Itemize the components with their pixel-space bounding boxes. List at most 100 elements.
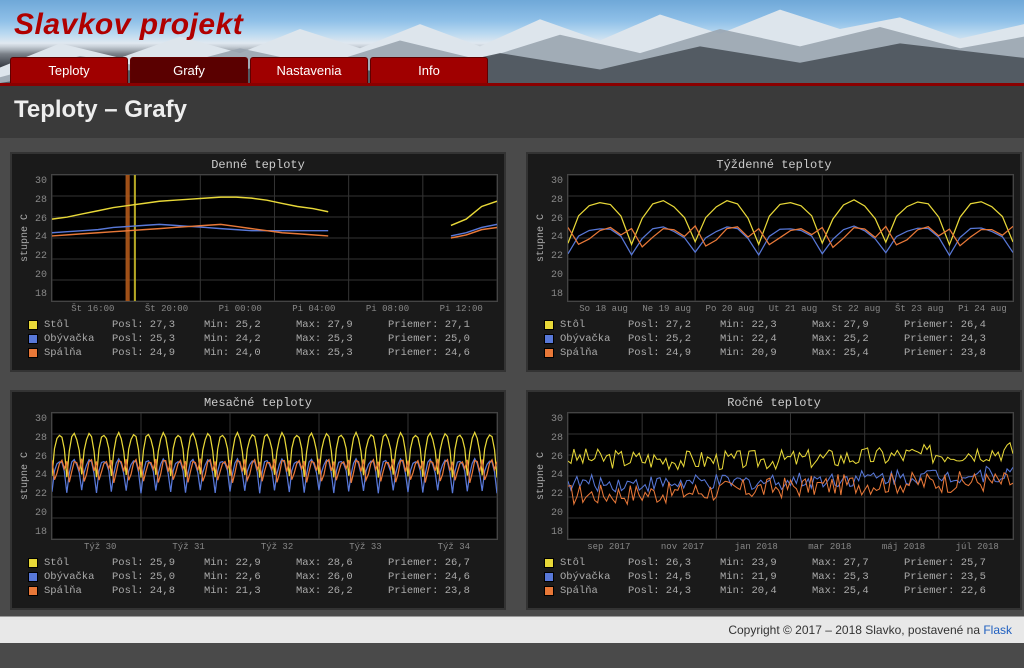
plot-area [51,174,498,302]
legend-row-spalna: Spálňa Posl: 24,8 Min: 21,3 Max: 26,2 Pr… [28,584,498,598]
stat-min: Min: 24,2 [204,332,290,346]
chart-monthly: Mesačné teploty stupne C 30282624222018 … [10,390,506,610]
swatch-obyvacka [544,334,554,344]
stat-max: Max: 25,4 [812,346,898,360]
legend-label: Spálňa [560,346,622,360]
legend: Stôl Posl: 26,3 Min: 23,9 Max: 27,7 Prie… [544,556,1014,599]
legend-row-spalna: Spálňa Posl: 24,9 Min: 20,9 Max: 25,4 Pr… [544,346,1014,360]
stat-posl: Posl: 24,9 [112,346,198,360]
legend-label: Obývačka [44,332,106,346]
swatch-obyvacka [28,572,38,582]
swatch-spalna [28,348,38,358]
charts-grid: Denné teploty stupne C 30282624222018 Št… [0,138,1024,616]
stat-posl: Posl: 27,2 [628,318,714,332]
stat-min: Min: 25,2 [204,318,290,332]
stat-priemer: Priemer: 24,3 [904,332,1014,346]
legend: Stôl Posl: 25,9 Min: 22,9 Max: 28,6 Prie… [28,556,498,599]
swatch-stol [544,558,554,568]
legend-label: Stôl [560,318,622,332]
legend-label: Obývačka [44,570,106,584]
legend-row-stol: Stôl Posl: 26,3 Min: 23,9 Max: 27,7 Prie… [544,556,1014,570]
stat-posl: Posl: 25,0 [112,570,198,584]
stat-priemer: Priemer: 26,7 [388,556,498,570]
stat-posl: Posl: 25,2 [628,332,714,346]
x-axis-ticks: So 18 augNe 19 augPo 20 augUt 21 augSt 2… [572,304,1014,314]
swatch-obyvacka [544,572,554,582]
swatch-stol [544,320,554,330]
y-axis-ticks: 30282624222018 [33,174,51,302]
stat-max: Max: 27,9 [296,318,382,332]
stat-min: Min: 22,6 [204,570,290,584]
page-title: Teploty – Grafy [14,96,1010,124]
swatch-stol [28,320,38,330]
chart-weekly: Týždenné teploty stupne C 30282624222018… [526,152,1022,372]
stat-posl: Posl: 25,9 [112,556,198,570]
x-axis-ticks: Št 16:00Št 20:00Pi 00:00Pi 04:00Pi 08:00… [56,304,498,314]
tab-teploty[interactable]: Teploty [10,57,128,83]
stat-posl: Posl: 25,3 [112,332,198,346]
tab-grafy[interactable]: Grafy [130,57,248,83]
legend-row-obyvacka: Obývačka Posl: 25,3 Min: 24,2 Max: 25,3 … [28,332,498,346]
legend-row-spalna: Spálňa Posl: 24,3 Min: 20,4 Max: 25,4 Pr… [544,584,1014,598]
stat-max: Max: 25,3 [296,346,382,360]
tab-nastavenia[interactable]: Nastavenia [250,57,368,83]
stat-max: Max: 28,6 [296,556,382,570]
footer-link[interactable]: Flask [983,623,1012,637]
swatch-spalna [28,586,38,596]
legend-row-spalna: Spálňa Posl: 24,9 Min: 24,0 Max: 25,3 Pr… [28,346,498,360]
stat-priemer: Priemer: 25,0 [388,332,498,346]
header-banner: Slavkov projekt TeplotyGrafyNastaveniaIn… [0,0,1024,86]
y-axis-label: stupne C [18,412,33,540]
nav-tabs: TeplotyGrafyNastaveniaInfo [10,57,488,83]
footer: Copyright © 2017 – 2018 Slavko, postaven… [0,616,1024,643]
x-axis-ticks: Týž 30Týž 31Týž 32Týž 33Týž 34 [56,542,498,552]
legend-row-stol: Stôl Posl: 27,2 Min: 22,3 Max: 27,9 Prie… [544,318,1014,332]
stat-posl: Posl: 26,3 [628,556,714,570]
y-axis-label: stupne C [18,174,33,302]
tab-info[interactable]: Info [370,57,488,83]
stat-min: Min: 22,9 [204,556,290,570]
stat-priemer: Priemer: 23,8 [388,584,498,598]
y-axis-label: stupne C [534,412,549,540]
stat-posl: Posl: 27,3 [112,318,198,332]
legend-label: Spálňa [44,584,106,598]
legend-row-obyvacka: Obývačka Posl: 24,5 Min: 21,9 Max: 25,3 … [544,570,1014,584]
stat-min: Min: 20,4 [720,584,806,598]
plot-area [51,412,498,540]
y-axis-ticks: 30282624222018 [33,412,51,540]
stat-min: Min: 24,0 [204,346,290,360]
stat-posl: Posl: 24,5 [628,570,714,584]
plot-area [567,174,1014,302]
stat-min: Min: 20,9 [720,346,806,360]
y-axis-label: stupne C [534,174,549,302]
stat-max: Max: 27,9 [812,318,898,332]
legend-label: Obývačka [560,332,622,346]
legend: Stôl Posl: 27,2 Min: 22,3 Max: 27,9 Prie… [544,318,1014,361]
x-axis-ticks: sep 2017nov 2017jan 2018mar 2018máj 2018… [572,542,1014,552]
plot-area [567,412,1014,540]
legend-label: Spálňa [560,584,622,598]
chart-title: Denné teploty [18,158,498,172]
legend-label: Obývačka [560,570,622,584]
stat-min: Min: 22,4 [720,332,806,346]
stat-max: Max: 25,3 [812,570,898,584]
stat-max: Max: 25,2 [812,332,898,346]
legend-row-stol: Stôl Posl: 27,3 Min: 25,2 Max: 27,9 Prie… [28,318,498,332]
chart-title: Mesačné teploty [18,396,498,410]
stat-min: Min: 21,9 [720,570,806,584]
stat-posl: Posl: 24,9 [628,346,714,360]
stat-priemer: Priemer: 24,6 [388,570,498,584]
stat-max: Max: 26,2 [296,584,382,598]
footer-text: Copyright © 2017 – 2018 Slavko, postaven… [728,623,983,637]
stat-priemer: Priemer: 22,6 [904,584,1014,598]
legend: Stôl Posl: 27,3 Min: 25,2 Max: 27,9 Prie… [28,318,498,361]
y-axis-ticks: 30282624222018 [549,174,567,302]
stat-max: Max: 25,4 [812,584,898,598]
stat-priemer: Priemer: 24,6 [388,346,498,360]
stat-posl: Posl: 24,8 [112,584,198,598]
swatch-obyvacka [28,334,38,344]
chart-title: Týždenné teploty [534,158,1014,172]
stat-max: Max: 27,7 [812,556,898,570]
legend-label: Stôl [44,318,106,332]
swatch-spalna [544,348,554,358]
